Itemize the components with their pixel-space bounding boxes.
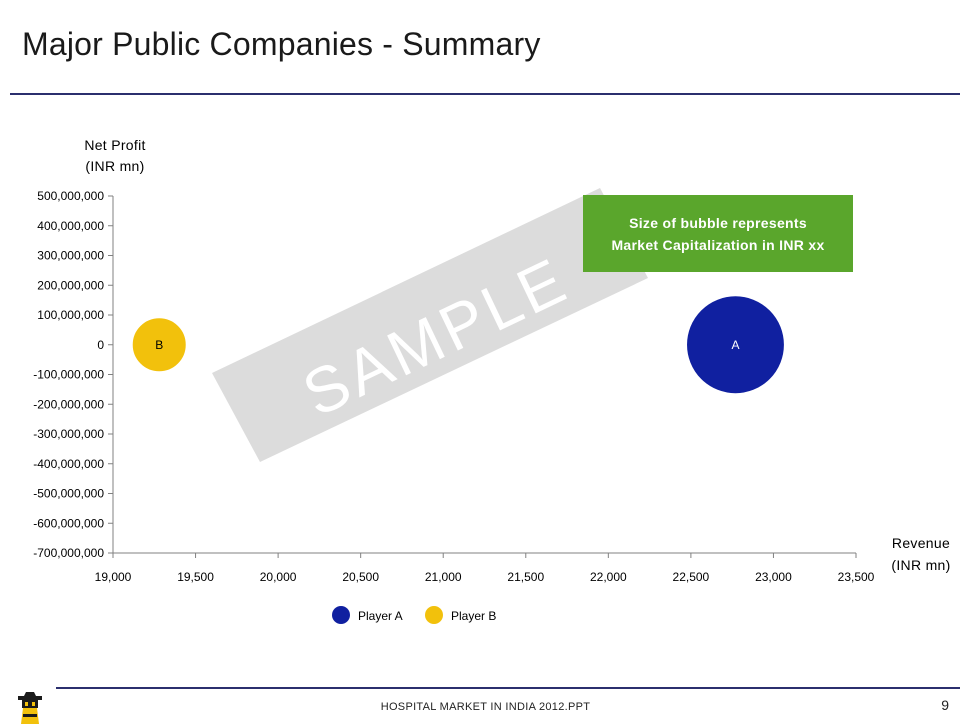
watermark-band xyxy=(212,188,648,462)
legend-label-b: Player B xyxy=(451,609,496,623)
y-tick-label: 0 xyxy=(97,338,104,352)
x-tick-label: 19,500 xyxy=(177,570,214,584)
bubble-label-a: A xyxy=(731,338,739,352)
chart-axes: 500,000,000 400,000,000 300,000,000 200,000… xyxy=(33,189,874,584)
y-tick-label: 200,000,000 xyxy=(37,278,104,292)
chart-legend: Player A Player B xyxy=(332,606,496,624)
slide-title: Major Public Companies - Summary xyxy=(22,26,541,62)
y-axis-title-line2: (INR mn) xyxy=(85,158,144,174)
y-tick-label: -300,000,000 xyxy=(33,427,104,441)
bubble-a xyxy=(687,296,784,394)
x-tick-label: 20,500 xyxy=(342,570,379,584)
y-tick-label: -500,000,000 xyxy=(33,487,104,501)
y-tick-label: 300,000,000 xyxy=(37,249,104,263)
y-tick-label: -600,000,000 xyxy=(33,516,104,530)
footer-divider xyxy=(56,687,960,689)
y-tick-label: -100,000,000 xyxy=(33,368,104,382)
x-tick-label: 22,000 xyxy=(590,570,627,584)
callout-line2: Market Capitalization in INR xx xyxy=(611,236,825,253)
legend-marker-a xyxy=(332,606,350,624)
x-axis-title-line2: (INR mn) xyxy=(891,557,950,573)
y-tick-label: 500,000,000 xyxy=(37,189,104,203)
y-tick-label: -200,000,000 xyxy=(33,397,104,411)
legend-marker-b xyxy=(425,606,443,624)
x-tick-label: 23,000 xyxy=(755,570,792,584)
y-tick-label: 400,000,000 xyxy=(37,219,104,233)
y-tick-label: -700,000,000 xyxy=(33,546,104,560)
lighthouse-logo-icon xyxy=(18,692,42,724)
x-tick-label: 23,500 xyxy=(838,570,875,584)
x-tick-label: 20,000 xyxy=(260,570,297,584)
bubble-label-b: B xyxy=(155,338,163,352)
chart-bubbles: AB xyxy=(132,296,784,394)
callout-line1: Size of bubble represents xyxy=(629,214,807,231)
x-tick-label: 21,500 xyxy=(507,570,544,584)
bubble-size-callout: Size of bubble represents Market Capital… xyxy=(583,195,853,272)
y-tick-label: -400,000,000 xyxy=(33,457,104,471)
x-tick-label: 21,000 xyxy=(425,570,462,584)
legend-label-a: Player A xyxy=(358,609,403,623)
title-divider xyxy=(10,93,960,95)
x-tick-label: 19,000 xyxy=(95,570,132,584)
x-axis-title-line1: Revenue xyxy=(892,535,950,551)
y-tick-label: 100,000,000 xyxy=(37,308,104,322)
footer-text: HOSPITAL MARKET IN INDIA 2012.PPT xyxy=(380,701,591,713)
x-tick-label: 22,500 xyxy=(673,570,710,584)
page-number: 9 xyxy=(941,697,949,713)
y-axis-title-line1: Net Profit xyxy=(84,137,145,153)
bubble-b xyxy=(132,318,186,372)
